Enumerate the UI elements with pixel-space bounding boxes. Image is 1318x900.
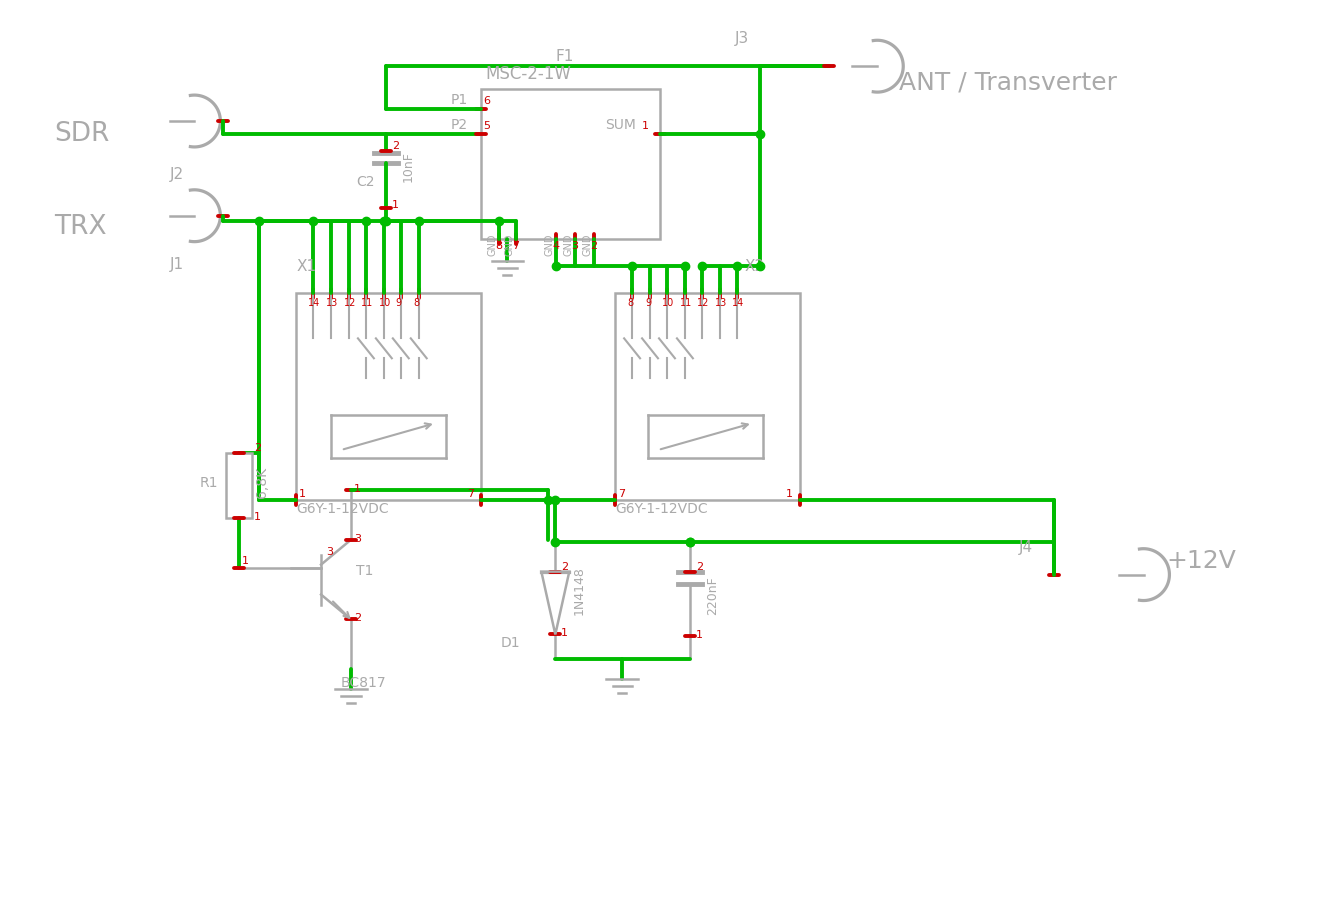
Text: J1: J1 [170,256,183,272]
Text: TRX: TRX [54,213,107,239]
Text: 10nF: 10nF [402,151,415,182]
Text: 13: 13 [326,299,339,309]
Text: SDR: SDR [54,121,109,147]
Text: 7: 7 [618,489,625,499]
Text: 12: 12 [697,299,709,309]
Text: +12V: +12V [1166,549,1236,572]
Text: 1: 1 [299,489,306,499]
Text: 1: 1 [254,512,261,522]
Text: 1: 1 [786,489,792,499]
Text: 2: 2 [391,141,399,151]
Text: 7: 7 [513,240,519,250]
Text: 3: 3 [355,534,361,544]
Text: D1: D1 [501,636,521,651]
Text: G6Y-1-12VDC: G6Y-1-12VDC [616,502,708,516]
Text: 7: 7 [467,489,473,499]
Text: G6Y-1-12VDC: G6Y-1-12VDC [297,502,389,516]
Bar [616,293,800,500]
Text: 6: 6 [484,96,490,106]
Text: 2: 2 [561,562,568,572]
Text: 9: 9 [395,299,402,309]
Text: 9: 9 [645,299,651,309]
Text: X1: X1 [297,258,316,274]
Text: 14: 14 [731,299,745,309]
Text: 13: 13 [714,299,728,309]
Text: 1: 1 [642,121,648,131]
Text: GND: GND [583,234,592,256]
Text: 3: 3 [571,240,579,250]
Text: 4: 4 [552,240,559,250]
Text: 2: 2 [696,562,702,572]
Bar [481,89,660,238]
Text: 8: 8 [627,299,633,309]
Text: 1: 1 [243,555,249,565]
Text: 10: 10 [378,299,391,309]
Text: 8: 8 [414,299,420,309]
Text: 5: 5 [484,121,490,131]
Text: P2: P2 [451,118,468,132]
Text: 2: 2 [355,614,361,624]
Text: R1: R1 [199,476,217,490]
Text: J3: J3 [734,32,749,46]
Text: 11: 11 [680,299,692,309]
Text: C2: C2 [356,175,374,189]
Text: GND: GND [505,234,514,256]
Text: 1: 1 [696,630,702,641]
Text: T1: T1 [356,563,373,578]
Text: 8: 8 [496,240,502,250]
Text: GND: GND [563,234,573,256]
Text: GND: GND [544,234,555,256]
Text: 6,8K: 6,8K [256,467,269,498]
Text: 1N4148: 1N4148 [572,567,585,616]
Text: P1: P1 [451,93,468,107]
Text: SUM: SUM [605,118,637,132]
Bar [227,453,252,518]
Text: 11: 11 [361,299,373,309]
Text: X2: X2 [745,258,764,274]
Text: J2: J2 [170,166,183,182]
Text: 2: 2 [254,443,261,453]
Text: 14: 14 [308,299,320,309]
Text: F1: F1 [555,50,573,64]
Text: BC817: BC817 [341,676,386,690]
Text: 1: 1 [391,200,399,210]
Text: MSC-2-1W: MSC-2-1W [485,65,572,83]
Text: 1: 1 [355,484,361,494]
Text: 3: 3 [326,546,333,557]
Text: 220nF: 220nF [706,577,718,616]
Text: 2: 2 [590,240,597,250]
Text: 1: 1 [561,628,568,638]
Text: J4: J4 [1019,540,1033,554]
Text: ANT / Transverter: ANT / Transverter [899,70,1118,94]
Text: GND: GND [488,234,497,256]
Text: 10: 10 [662,299,675,309]
Text: 12: 12 [344,299,356,309]
Bar [297,293,481,500]
